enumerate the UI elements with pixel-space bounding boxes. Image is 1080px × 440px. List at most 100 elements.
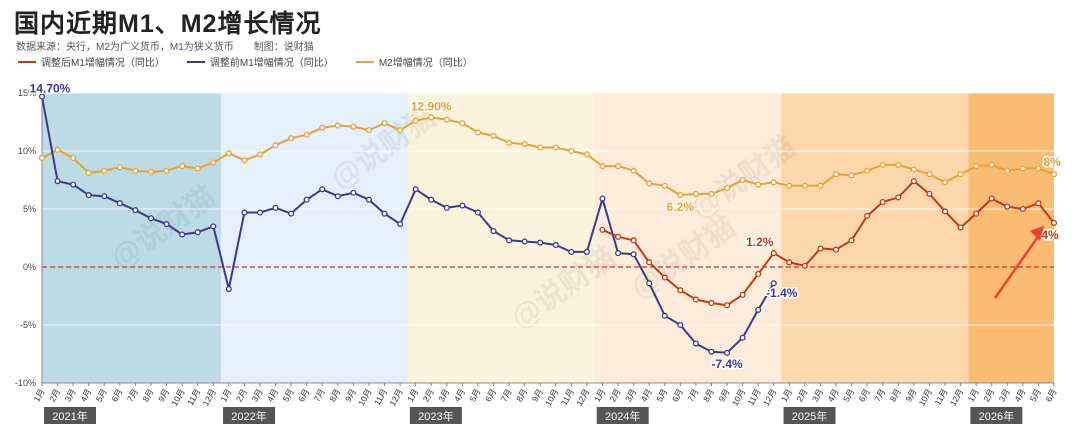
arrow-line [993,233,1042,299]
data-point [910,166,917,173]
data-label: 4% [1041,228,1059,242]
legend-item-m1-adjusted: 调整后M1增幅情况（同比） [18,54,165,69]
data-point [864,212,871,220]
x-tick-label: 1月 [31,387,46,403]
data-point [459,202,466,209]
data-point [116,200,123,207]
data-point [1050,171,1058,178]
data-point [755,306,762,313]
data-point [443,116,450,123]
data-point [163,221,170,228]
data-point [506,139,513,146]
data-point [70,154,77,162]
data-point [786,182,793,189]
data-point [677,287,684,294]
x-tick-label: 8月 [327,387,342,403]
x-tick-label: 5月 [841,387,856,403]
data-point [303,196,310,203]
x-tick-label: 6月 [109,387,124,403]
data-point [723,302,731,309]
y-tick-label: 15% [18,88,36,98]
x-tick-label: 6月 [296,387,311,403]
data-point [957,171,964,178]
data-point [568,248,575,255]
data-point [288,135,295,142]
data-point [926,190,933,197]
legend-item-m2: M2增幅情况（同比） [355,54,473,69]
data-point [256,209,264,216]
year-label: 2025年 [783,407,836,424]
data-point [490,132,497,139]
data-point [350,123,357,130]
x-tick-label: 12月 [200,387,218,408]
data-point [210,223,217,230]
x-tick-label: 4月 [1012,387,1027,403]
x-tick-label: 8月 [514,387,529,403]
year-label-box [596,407,649,424]
year-label: 2022年 [223,407,276,424]
year-label-text: 2025年 [792,409,827,423]
x-tick-label: 7月 [499,387,514,403]
data-point [334,122,341,129]
year-label-text: 2023年 [418,409,453,423]
data-point [599,195,606,202]
data-point [350,189,357,196]
data-label: -7.4% [711,357,743,371]
chart-subtitle: 数据来源：央行，M2为广义货币，M1为狭义货币 制图：说财猫 [16,42,314,53]
data-point [739,176,746,184]
x-tick-label: 11月 [185,387,202,407]
data-point [770,179,777,186]
x-tick-label: 3月 [436,387,451,403]
data-point [85,169,92,177]
x-tick-label: 10月 [356,387,374,408]
data-point [692,296,699,303]
x-tick-label: 12月 [948,387,966,408]
year-label-box [44,407,96,424]
x-tick-label: 1月 [218,387,233,403]
data-point [490,227,497,235]
data-point [381,210,388,217]
data-point [832,171,840,178]
data-point [397,127,404,134]
data-point [646,180,653,187]
data-point [210,159,217,166]
data-point [163,167,170,174]
data-point [474,129,481,136]
x-tick-label: 4月 [639,387,654,403]
data-point [1004,167,1011,174]
data-point [848,172,855,179]
data-point [708,299,715,307]
data-point [54,178,61,185]
data-point [552,144,559,151]
data-point [910,178,917,185]
data-point [692,340,699,347]
data-point [272,204,279,211]
data-point [241,209,248,216]
data-point [365,196,373,203]
x-tick-label: 1月 [405,387,420,403]
data-point [615,250,622,257]
data-point [786,259,793,266]
data-point [1050,219,1058,226]
x-tick-label: 2月 [794,387,809,403]
data-point [116,164,123,171]
chart-title: 国内近期M1、M2增长情况 [14,10,322,38]
y-tick-label: 10% [18,146,36,156]
data-point [630,237,637,244]
y-tick-label: 5% [23,204,36,214]
data-point [132,207,139,214]
data-point [506,237,513,244]
data-point [179,163,186,170]
x-tick-label: 4月 [265,387,280,403]
data-point [568,147,575,155]
x-tick-label: 3月 [63,387,78,403]
x-tick-label: 10月 [730,387,748,408]
data-point [397,221,404,228]
x-tick-label: 3月 [997,387,1012,403]
x-tick-label: 6月 [857,387,872,403]
data-point [54,146,61,153]
x-tick-label: 6月 [670,387,685,403]
data-point [755,270,762,278]
x-tick-label: 10月 [169,387,187,408]
data-point [615,163,622,170]
